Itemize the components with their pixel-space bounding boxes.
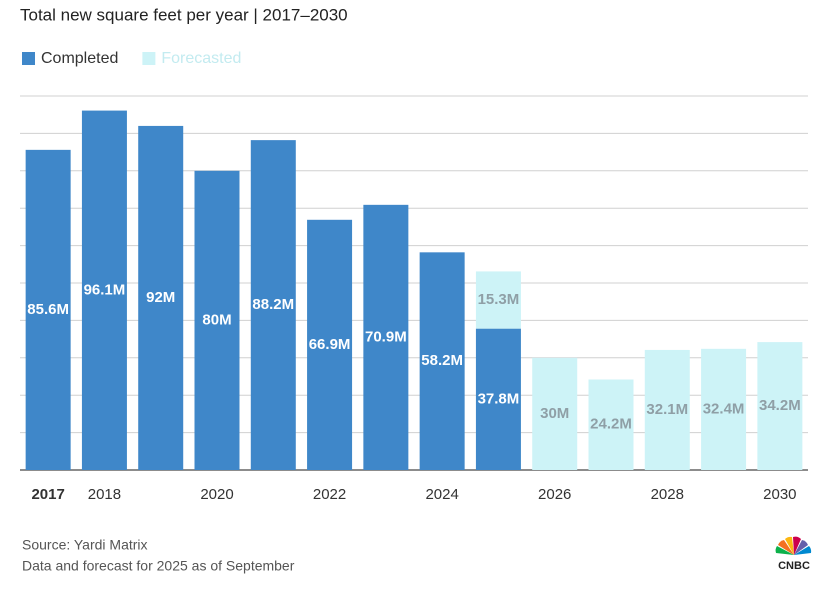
x-tick-label: 2022 xyxy=(313,486,346,503)
x-tick-label: 2018 xyxy=(88,486,121,503)
data-label: 92M xyxy=(146,289,175,306)
x-tick-label: 2028 xyxy=(651,486,684,503)
bar xyxy=(363,204,409,471)
data-label: 37.8M xyxy=(478,390,520,407)
x-tick-label: 2017 xyxy=(31,486,64,503)
data-label: 15.3M xyxy=(478,291,520,308)
x-tick-label: 2030 xyxy=(763,486,796,503)
bar xyxy=(419,252,465,470)
legend-label: Completed xyxy=(41,50,118,67)
data-note: Data and forecast for 2025 as of Septemb… xyxy=(22,558,295,574)
data-label: 58.2M xyxy=(421,352,463,369)
bar xyxy=(138,125,184,471)
bar xyxy=(250,140,296,470)
legend-swatch xyxy=(22,52,35,65)
data-label: 30M xyxy=(540,405,569,422)
data-label: 85.6M xyxy=(27,301,69,318)
source-note: Source: Yardi Matrix xyxy=(22,537,148,553)
data-label: 66.9M xyxy=(309,336,351,353)
data-label: 32.4M xyxy=(703,400,745,417)
bar xyxy=(588,379,634,470)
bar xyxy=(701,348,747,470)
bar xyxy=(25,149,71,470)
bar xyxy=(475,328,521,470)
logo-icon xyxy=(775,536,812,555)
data-label: 80M xyxy=(202,311,231,328)
logo-text: CNBC xyxy=(778,560,810,572)
data-label: 88.2M xyxy=(252,296,294,313)
chart-title: Total new square feet per year | 2017–20… xyxy=(20,5,348,24)
bar xyxy=(194,170,240,471)
data-label: 96.1M xyxy=(84,281,126,298)
bar xyxy=(475,271,521,329)
legend-swatch xyxy=(142,52,156,65)
x-tick-label: 2020 xyxy=(200,486,233,503)
data-label: 70.9M xyxy=(365,328,407,345)
legend-label: Forecasted xyxy=(161,50,241,67)
bar xyxy=(532,357,578,470)
data-label: 34.2M xyxy=(759,397,801,414)
bar xyxy=(757,342,803,470)
data-label: 24.2M xyxy=(590,416,632,433)
bar xyxy=(644,349,690,470)
bar xyxy=(307,219,353,470)
x-tick-label: 2024 xyxy=(425,486,458,503)
bar xyxy=(81,110,127,470)
x-tick-label: 2026 xyxy=(538,486,571,503)
data-label: 32.1M xyxy=(646,401,688,418)
